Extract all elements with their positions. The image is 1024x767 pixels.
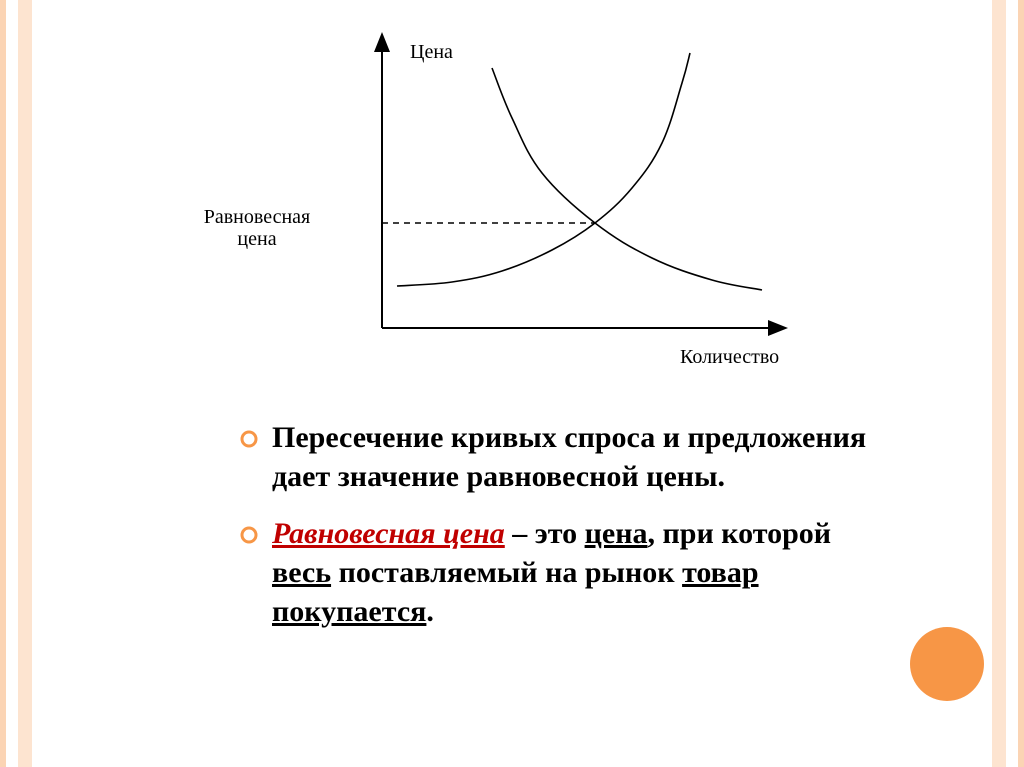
underline-word: цена [585, 517, 648, 550]
bullet-list: Пересечение кривых спроса и предложения … [240, 418, 874, 631]
bullet-text-2: Равновесная цена – это цена, при которой… [272, 514, 874, 631]
svg-text:цена: цена [237, 228, 276, 250]
bullet-text-1: Пересечение кривых спроса и предложения … [272, 418, 874, 496]
term-equilibrium-price: Равновесная цена [272, 517, 505, 550]
svg-text:Цена: Цена [410, 41, 453, 63]
txt: . [426, 595, 434, 628]
bullet-icon [240, 526, 258, 544]
txt: – это [505, 517, 585, 550]
list-item: Пересечение кривых спроса и предложения … [240, 418, 874, 496]
txt: , при которой [647, 517, 831, 550]
txt: поставляемый на рынок [331, 556, 682, 589]
svg-text:Равновесная: Равновесная [204, 206, 311, 228]
bullet-icon [240, 430, 258, 448]
slide-content: ЦенаКоличествоРавновеснаяцена Пересечени… [50, 0, 974, 767]
svg-text:Количество: Количество [680, 346, 779, 368]
equilibrium-chart: Цена Количество Равновеснаяцена [152, 28, 872, 388]
underline-word: весь [272, 556, 331, 589]
accent-circle [910, 627, 984, 701]
list-item: Равновесная цена – это цена, при которой… [240, 514, 874, 631]
